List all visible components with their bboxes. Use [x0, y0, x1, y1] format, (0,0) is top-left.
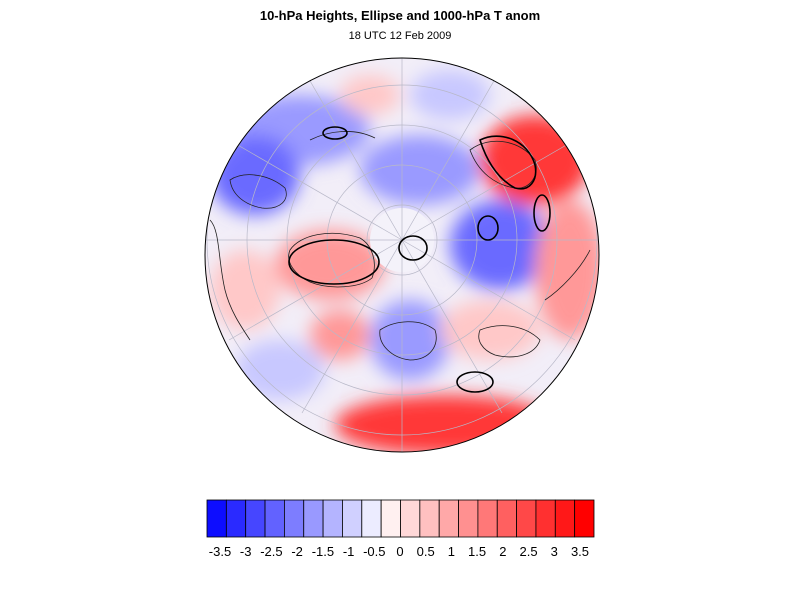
- colorbar-swatch: [264, 499, 285, 538]
- colorbar-swatch: [516, 499, 537, 538]
- warm-anomaly-southeast: [440, 300, 540, 360]
- colorbar-swatch: [554, 499, 576, 538]
- cold-anomaly-southwest: [235, 340, 325, 400]
- colorbar-tick-label: -0.5: [363, 544, 385, 559]
- ellipse-east-small: [477, 215, 499, 241]
- colorbar-swatch: [303, 499, 324, 538]
- warm-anomaly-north: [340, 75, 400, 115]
- colorbar-swatch: [419, 499, 440, 538]
- colorbar-swatch: [496, 499, 518, 538]
- colorbar-tick-label: 1: [448, 544, 455, 559]
- figure-title: 10-hPa Heights, Ellipse and 1000-hPa T a…: [259, 8, 541, 23]
- cold-anomaly-central: [360, 135, 480, 205]
- colorbar-swatch: [225, 499, 247, 538]
- colorbar-swatch: [458, 499, 479, 538]
- ellipse-west: [288, 239, 380, 285]
- longitude-grid: [205, 58, 599, 452]
- colorbar-tick-label: 2.5: [520, 544, 538, 559]
- colorbar-tick-label: 1.5: [468, 544, 486, 559]
- colorbar-tick-label: -3.5: [209, 544, 231, 559]
- colorbar-tick-label: -2.5: [260, 544, 282, 559]
- colorbar-swatch: [342, 499, 363, 538]
- colorbar-labels: -3.5 -3 -2.5 -2 -1.5 -1 -0.5 0 0.5 1 1.5 2 2.5 3 3.5: [209, 544, 589, 559]
- map-border: [204, 57, 600, 453]
- colorbar-tick-label: -1.5: [312, 544, 334, 559]
- colorbar-tick-label: 0: [396, 544, 403, 559]
- warm-anomaly-east: [535, 200, 599, 340]
- colorbar-swatch: [535, 499, 556, 538]
- warm-anomaly-west-central: [275, 230, 385, 300]
- colorbar-tick-label: -2: [291, 544, 303, 559]
- ellipse-pole: [398, 235, 428, 261]
- colorbar-swatch: [322, 499, 343, 538]
- ellipse-northeast: [479, 135, 537, 190]
- figure-subtitle: 18 UTC 12 Feb 2009: [348, 30, 452, 42]
- colorbar-swatch: [245, 499, 266, 538]
- height-contours: [288, 126, 551, 393]
- colorbar-swatches: [206, 499, 595, 538]
- colorbar-tick-label: -3: [240, 544, 252, 559]
- colorbar-swatch: [477, 499, 498, 538]
- ellipse-east: [533, 194, 551, 232]
- cold-anomaly-north: [410, 70, 490, 120]
- coastlines: [209, 131, 591, 361]
- ellipse-north-small: [322, 126, 348, 140]
- colorbar-swatch: [283, 499, 305, 538]
- warm-anomaly-south-west: [310, 310, 370, 360]
- colorbar-swatch: [361, 499, 382, 538]
- colorbar-tick-label: 3: [551, 544, 558, 559]
- warm-anomaly-far-west: [210, 250, 280, 330]
- colorbar-swatch: [380, 499, 401, 538]
- colorbar-tick-label: 0.5: [417, 544, 435, 559]
- colorbar-swatch: [206, 499, 227, 538]
- ellipse-south: [456, 371, 494, 393]
- colorbar-tick-label: -1: [343, 544, 355, 559]
- colorbar-swatch: [400, 499, 421, 538]
- colorbar-tick-label: 2: [499, 544, 506, 559]
- colorbar-swatch: [574, 499, 595, 538]
- colorbar-swatch: [438, 499, 459, 538]
- cold-anomaly-south-central: [370, 300, 450, 380]
- colorbar-tick-label: 3.5: [571, 544, 589, 559]
